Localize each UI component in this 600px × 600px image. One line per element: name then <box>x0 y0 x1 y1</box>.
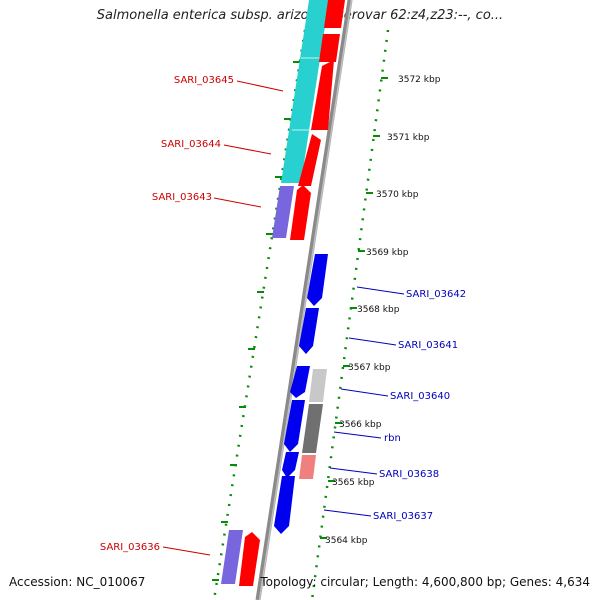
leader-line <box>162 546 211 556</box>
forward-gene <box>239 532 260 586</box>
leader-line <box>348 337 397 346</box>
reverse-gene <box>274 476 295 534</box>
leader-line <box>323 509 372 517</box>
tick-label: 3566 kbp <box>339 420 382 430</box>
reverse-gene <box>290 366 310 398</box>
forward-gene <box>311 60 334 130</box>
leader-line <box>223 144 272 155</box>
leader-line <box>340 388 389 397</box>
gene-label-sari-03644[interactable]: SARI_03644 <box>161 139 221 150</box>
gene-label-sari-03645[interactable]: SARI_03645 <box>174 75 234 86</box>
gene-label-sari-03638[interactable]: SARI_03638 <box>379 469 439 480</box>
tick-label: 3572 kbp <box>398 75 441 85</box>
leader-line <box>356 286 405 295</box>
purple-feature <box>221 530 243 584</box>
outer-ruler-line <box>212 29 307 600</box>
accession-text: Accession: NC_010067 <box>9 575 146 589</box>
forward-gene <box>319 34 340 62</box>
tick-label: 3568 kbp <box>357 305 400 315</box>
cyan-feature <box>281 0 329 183</box>
gene-label-sari-03642[interactable]: SARI_03642 <box>406 289 466 300</box>
map-title: Salmonella enterica subsp. arizonae sero… <box>96 8 504 23</box>
reverse-gene <box>307 254 328 306</box>
forward-gene <box>290 185 311 240</box>
backbone-highlight <box>258 0 353 600</box>
gene-label-rbn[interactable]: rbn <box>384 433 401 444</box>
gene-label-sari-03636[interactable]: SARI_03636 <box>100 542 160 553</box>
reverse-genes <box>274 254 328 534</box>
forward-gene <box>298 134 321 186</box>
tick-label: 3564 kbp <box>325 536 368 546</box>
grey-feature <box>309 369 327 402</box>
forward-genes <box>239 0 345 586</box>
tick-label: 3571 kbp <box>387 133 430 143</box>
gene-label-sari-03643[interactable]: SARI_03643 <box>152 192 212 203</box>
pink-feature <box>299 455 316 479</box>
tick-label: 3567 kbp <box>348 363 391 373</box>
gene-label-sari-03640[interactable]: SARI_03640 <box>390 391 450 402</box>
tick-label: 3565 kbp <box>332 478 375 488</box>
backbone-line <box>255 0 353 600</box>
gene-label-sari-03641[interactable]: SARI_03641 <box>398 340 458 351</box>
tick-label: 3570 kbp <box>376 190 419 200</box>
leader-line <box>236 80 284 92</box>
inner-ruler-ticks <box>320 77 388 539</box>
forward-gene <box>324 0 345 28</box>
leader-line <box>329 467 378 475</box>
reverse-gene <box>282 452 299 478</box>
reverse-gene <box>299 308 319 354</box>
outer-ruler-ticks <box>212 61 300 581</box>
genome-summary-text: Topology: circular; Length: 4,600,800 bp… <box>260 575 590 589</box>
leader-line <box>213 197 262 208</box>
leader-line <box>333 431 382 439</box>
grey-feature <box>302 404 323 453</box>
reverse-gene <box>284 400 305 452</box>
gene-label-sari-03637[interactable]: SARI_03637 <box>373 511 433 522</box>
purple-feature <box>272 186 294 238</box>
tick-label: 3569 kbp <box>366 248 409 258</box>
